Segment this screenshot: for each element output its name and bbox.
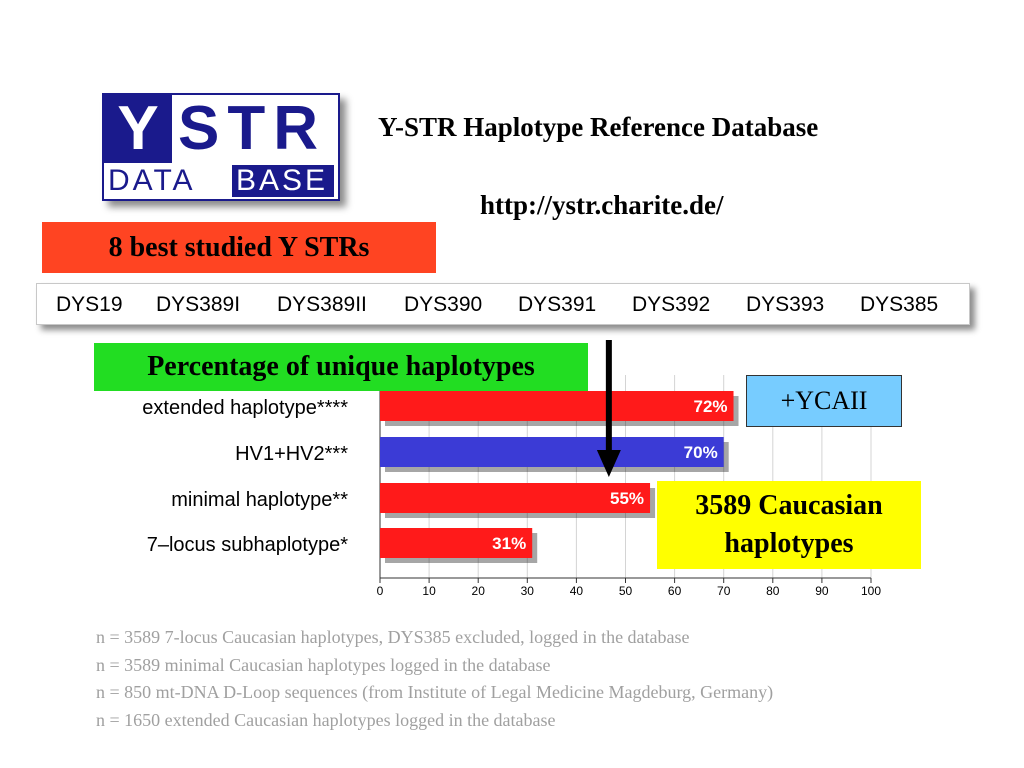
bar-shadow xyxy=(385,488,656,518)
caucasian-haplotypes-label: 3589 Caucasian haplotypes xyxy=(657,481,921,569)
best-studied-strs-label: 8 best studied Y STRs xyxy=(42,222,436,273)
str-locus: DYS390 xyxy=(404,293,483,316)
unique-haplotypes-label: Percentage of unique haplotypes xyxy=(94,343,588,391)
x-tick-label: 50 xyxy=(619,584,633,598)
bar-data-label: 31% xyxy=(492,534,526,553)
footnotes: n = 3589 7-locus Caucasian haplotypes, D… xyxy=(96,624,773,734)
ycaii-label: +YCAII xyxy=(746,375,902,427)
category-label: extended haplotype**** xyxy=(142,397,348,419)
x-tick-label: 90 xyxy=(815,584,829,598)
x-tick-label: 80 xyxy=(766,584,780,598)
bar-data-label: 72% xyxy=(693,397,727,416)
footnote: n = 1650 extended Caucasian haplotypes l… xyxy=(96,709,556,730)
str-loci-bar: DYS19 DYS389I DYS389II DYS390 DYS391 DYS… xyxy=(36,283,970,325)
bar-shadow xyxy=(385,442,729,472)
logo-y-letter: Y xyxy=(104,95,172,163)
category-label: HV1+HV2*** xyxy=(235,443,348,465)
x-tick-label: 30 xyxy=(521,584,535,598)
str-locus: DYS393 xyxy=(746,293,825,316)
category-label: 7–locus subhaplotype* xyxy=(147,534,348,556)
str-locus: DYS389I xyxy=(156,293,241,316)
logo-database-wordmark: DATA BASE xyxy=(104,163,338,199)
x-tick-label: 60 xyxy=(668,584,682,598)
x-tick-label: 20 xyxy=(472,584,486,598)
footnote: n = 3589 7-locus Caucasian haplotypes, D… xyxy=(96,627,690,647)
bar xyxy=(380,437,724,467)
str-locus: DYS19 xyxy=(56,293,123,316)
x-tick-label: 0 xyxy=(377,584,384,598)
x-tick-label: 70 xyxy=(717,584,731,598)
category-label: minimal haplotype** xyxy=(171,489,348,511)
page-title: Y-STR Haplotype Reference Database xyxy=(378,112,819,142)
logo-str-letters: STR xyxy=(178,94,326,163)
str-locus: DYS389II xyxy=(277,293,367,316)
footnote: n = 3589 minimal Caucasian haplotypes lo… xyxy=(96,654,551,675)
logo-base-text: BASE xyxy=(232,165,335,197)
bar xyxy=(380,483,651,513)
x-tick-label: 40 xyxy=(570,584,584,598)
bar-data-label: 70% xyxy=(684,443,718,462)
caucasian-line-1: 3589 Caucasian xyxy=(695,490,883,521)
bar xyxy=(380,528,533,558)
footnote: n = 850 mt-DNA D-Loop sequences (from In… xyxy=(96,682,774,702)
ystr-database-logo: Y STR DATA BASE xyxy=(102,93,340,201)
str-locus: DYS385 xyxy=(860,293,939,316)
logo-data-text: DATA xyxy=(108,164,196,197)
str-locus: DYS392 xyxy=(632,293,711,316)
bar-shadow xyxy=(385,533,538,563)
marker-arrow-head xyxy=(596,450,621,477)
x-tick-label: 10 xyxy=(422,584,436,598)
bar-shadow xyxy=(385,396,739,426)
str-locus: DYS391 xyxy=(518,293,597,316)
caucasian-line-2: haplotypes xyxy=(724,528,854,559)
bar xyxy=(380,391,734,421)
bar-data-label: 55% xyxy=(610,489,644,508)
x-tick-label: 100 xyxy=(861,584,881,598)
database-url: http://ystr.charite.de/ xyxy=(480,190,724,220)
